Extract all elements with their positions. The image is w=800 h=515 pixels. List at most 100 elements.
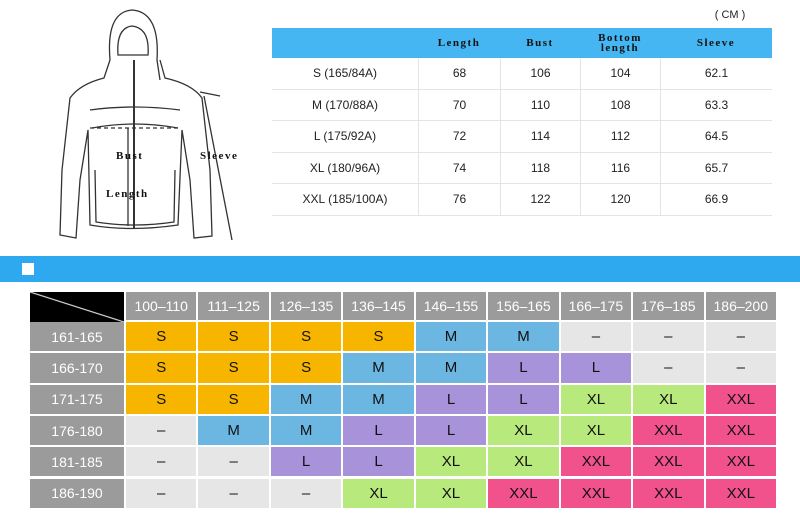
- size-cell: –: [560, 322, 632, 352]
- size-cell: M: [198, 415, 269, 446]
- table-header: Sleeve: [696, 37, 736, 49]
- grid-row-header: 181-185: [30, 447, 124, 477]
- grid-row-header: 186-190: [30, 478, 124, 508]
- banner: [0, 256, 800, 282]
- table-cell: 104: [580, 58, 660, 90]
- size-cell: M: [488, 322, 559, 352]
- size-cell: XL: [560, 415, 632, 446]
- size-cell: S: [126, 322, 197, 352]
- size-cell: XXL: [705, 415, 776, 446]
- size-cell: L: [343, 415, 414, 446]
- table-cell: 110: [500, 89, 580, 121]
- size-cell: –: [705, 322, 776, 352]
- grid-column-header: 176–185: [633, 292, 704, 320]
- size-cell: S: [343, 322, 414, 352]
- grid-column-header: 156–165: [488, 292, 559, 320]
- table-cell: 76: [418, 184, 500, 216]
- size-cell: XL: [488, 447, 559, 477]
- size-label: S (165/84A): [272, 58, 418, 90]
- table-header: Bottom length: [598, 32, 642, 54]
- size-cell: M: [343, 384, 414, 414]
- grid-row-header: 171-175: [30, 384, 124, 414]
- size-cell: M: [270, 415, 342, 446]
- size-cell: S: [126, 384, 197, 414]
- size-label: L (175/92A): [272, 121, 418, 153]
- grid-column-header: 186–200: [705, 292, 776, 320]
- table-cell: 112: [580, 121, 660, 153]
- size-cell: –: [126, 415, 197, 446]
- size-cell: S: [198, 384, 269, 414]
- table-cell: 108: [580, 89, 660, 121]
- jacket-sketch: [59, 9, 233, 241]
- diagram-label: Sleeve: [200, 150, 239, 162]
- size-cell: L: [488, 353, 559, 383]
- size-cell: S: [198, 322, 269, 352]
- table-header-bg: [272, 28, 772, 58]
- grid-column-header: 166–175: [560, 292, 632, 320]
- size-cell: L: [560, 353, 632, 383]
- size-cell: XL: [560, 384, 632, 414]
- table-header: Bust: [526, 37, 554, 49]
- table-cell: 62.1: [660, 58, 772, 90]
- size-cell: L: [343, 447, 414, 477]
- size-label: XL (180/96A): [272, 153, 418, 184]
- table-header: Length: [437, 37, 481, 49]
- table-cell: 116: [580, 152, 660, 184]
- diagram-label: Bust: [116, 150, 144, 162]
- grid-corner: [30, 292, 124, 322]
- table-cell: 64.5: [660, 121, 772, 153]
- size-cell: –: [633, 322, 704, 352]
- size-cell: M: [415, 322, 487, 352]
- table-cell: 118: [500, 152, 580, 184]
- size-cell: –: [198, 447, 269, 477]
- banner-square: [22, 263, 34, 275]
- table-cell: 72: [418, 121, 500, 153]
- size-cell: L: [415, 415, 487, 446]
- size-cell: –: [633, 353, 704, 383]
- grid-column-header: 136–145: [343, 292, 414, 320]
- grid-column-header: 126–135: [270, 292, 342, 320]
- table-cell: 70: [418, 89, 500, 121]
- diagram-label: Length: [106, 188, 149, 200]
- size-cell: –: [270, 478, 342, 508]
- table-cell: 74: [418, 152, 500, 184]
- size-cell: XL: [488, 415, 559, 446]
- size-cell: –: [705, 353, 776, 383]
- size-cell: S: [270, 353, 342, 383]
- table-cell: 68: [418, 58, 500, 90]
- grid-column-header: 100–110: [126, 292, 197, 320]
- size-cell: XXL: [705, 478, 776, 508]
- size-cell: –: [126, 447, 197, 477]
- size-cell: XXL: [705, 384, 776, 414]
- size-cell: XL: [343, 478, 414, 508]
- table-cell: 120: [580, 184, 660, 216]
- table-cell: 65.7: [660, 152, 772, 184]
- size-cell: XXL: [633, 415, 704, 446]
- size-cell: –: [126, 478, 197, 508]
- size-cell: XXL: [633, 447, 704, 477]
- unit-label: ( CM ): [714, 9, 746, 21]
- grid-row-header: 176-180: [30, 415, 124, 446]
- table-cell: 114: [500, 121, 580, 153]
- table-cell: 63.3: [660, 89, 772, 121]
- size-cell: XXL: [488, 478, 559, 508]
- size-label: M (170/88A): [272, 90, 418, 121]
- size-cell: S: [126, 353, 197, 383]
- size-cell: –: [198, 478, 269, 508]
- size-cell: M: [270, 384, 342, 414]
- size-cell: XXL: [633, 478, 704, 508]
- grid-row-header: 161-165: [30, 322, 124, 352]
- size-label: XXL (185/100A): [272, 184, 418, 216]
- size-cell: XXL: [560, 478, 632, 508]
- size-cell: L: [488, 384, 559, 414]
- size-cell: S: [198, 353, 269, 383]
- grid-column-header: 146–155: [415, 292, 487, 320]
- table-cell: 122: [500, 184, 580, 216]
- grid-column-header: 111–125: [198, 292, 269, 320]
- size-cell: XXL: [705, 447, 776, 477]
- table-cell: 106: [500, 58, 580, 90]
- size-cell: XL: [415, 478, 487, 508]
- grid-row-header: 166-170: [30, 353, 124, 383]
- table-cell: 66.9: [660, 184, 772, 216]
